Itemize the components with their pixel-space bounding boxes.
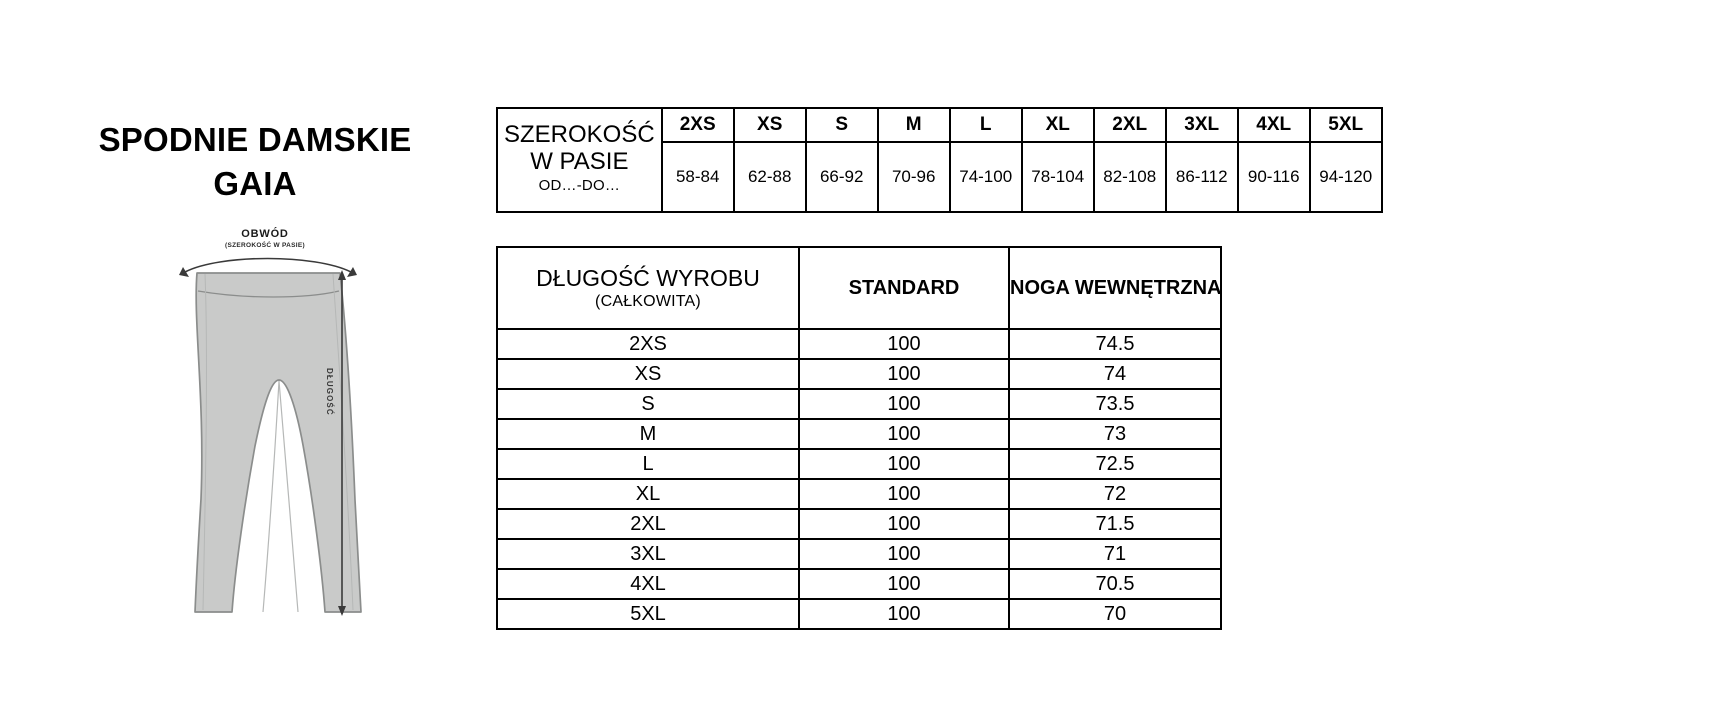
row-inner-leg-xs: 74 bbox=[1008, 358, 1222, 390]
row-standard-m: 100 bbox=[798, 418, 1010, 450]
waist-range-l: 74-100 bbox=[948, 141, 1023, 213]
table-row-width-values: 58-84 62-88 66-92 70-96 74-100 78-104 82… bbox=[497, 141, 1383, 213]
waist-range-4xl: 90-116 bbox=[1236, 141, 1311, 213]
waist-width-label-sub: OD…-DO… bbox=[538, 177, 621, 195]
waist-range-s: 66-92 bbox=[804, 141, 879, 213]
row-standard-5xl: 100 bbox=[798, 598, 1010, 630]
length-measure-label: DŁUGOŚĆ bbox=[325, 368, 334, 416]
table-row: 5XL 100 70 bbox=[496, 598, 1222, 630]
row-inner-leg-4xl: 70.5 bbox=[1008, 568, 1222, 600]
waist-range-3xl: 86-112 bbox=[1164, 141, 1239, 213]
length-header-inner-leg: NOGA WEWNĘTRZNA bbox=[1008, 246, 1222, 330]
size-header-xs: XS bbox=[732, 107, 807, 143]
table-row: 2XS 100 74.5 bbox=[496, 328, 1222, 360]
waist-measure-sublabel: (SZEROKOŚĆ W PASIE) bbox=[225, 242, 305, 249]
table-row: 2XL 100 71.5 bbox=[496, 508, 1222, 540]
row-size-m: M bbox=[496, 418, 800, 450]
length-header-main-text: DŁUGOŚĆ WYROBU bbox=[536, 264, 760, 291]
row-size-4xl: 4XL bbox=[496, 568, 800, 600]
size-header-2xl: 2XL bbox=[1092, 107, 1167, 143]
waist-width-label-second: W PASIE bbox=[530, 147, 629, 175]
length-header-main-sub: (CAŁKOWITA) bbox=[595, 293, 701, 311]
pants-figure: OBWÓD (SZEROKOŚĆ W PASIE) DŁUGOŚĆ bbox=[175, 228, 375, 618]
row-inner-leg-3xl: 71 bbox=[1008, 538, 1222, 570]
size-header-5xl: 5XL bbox=[1308, 107, 1383, 143]
page-title-line-1: SPODNIE DAMSKIE bbox=[98, 121, 412, 158]
row-size-l: L bbox=[496, 448, 800, 480]
length-header-main: DŁUGOŚĆ WYROBU (CAŁKOWITA) bbox=[496, 246, 800, 330]
row-standard-xl: 100 bbox=[798, 478, 1010, 510]
size-header-m: M bbox=[876, 107, 951, 143]
waist-range-2xs: 58-84 bbox=[660, 141, 735, 213]
row-standard-s: 100 bbox=[798, 388, 1010, 420]
table-row: L 100 72.5 bbox=[496, 448, 1222, 480]
row-standard-4xl: 100 bbox=[798, 568, 1010, 600]
table-row: M 100 73 bbox=[496, 418, 1222, 450]
row-size-s: S bbox=[496, 388, 800, 420]
table-row: XS 100 74 bbox=[496, 358, 1222, 390]
row-size-3xl: 3XL bbox=[496, 538, 800, 570]
row-inner-leg-l: 72.5 bbox=[1008, 448, 1222, 480]
table-row: XL 100 72 bbox=[496, 478, 1222, 510]
pants-diagram-icon bbox=[179, 257, 362, 616]
page-title-line-2: GAIA bbox=[213, 164, 297, 202]
waist-range-5xl: 94-120 bbox=[1308, 141, 1383, 213]
size-header-s: S bbox=[804, 107, 879, 143]
row-standard-xs: 100 bbox=[798, 358, 1010, 390]
waist-width-table: SZEROKOŚĆ W PASIE OD…-DO… 2XS XS S M L X… bbox=[496, 107, 1383, 213]
page-title: SPODNIE DAMSKIE GAIA bbox=[40, 118, 470, 205]
size-header-l: L bbox=[948, 107, 1023, 143]
row-inner-leg-m: 73 bbox=[1008, 418, 1222, 450]
row-standard-l: 100 bbox=[798, 448, 1010, 480]
size-header-xl: XL bbox=[1020, 107, 1095, 143]
row-inner-leg-5xl: 70 bbox=[1008, 598, 1222, 630]
waist-range-xl: 78-104 bbox=[1020, 141, 1095, 213]
row-size-xl: XL bbox=[496, 478, 800, 510]
row-inner-leg-xl: 72 bbox=[1008, 478, 1222, 510]
waist-range-m: 70-96 bbox=[876, 141, 951, 213]
waist-measure-label: OBWÓD bbox=[241, 228, 289, 240]
waist-range-xs: 62-88 bbox=[732, 141, 807, 213]
row-inner-leg-2xs: 74.5 bbox=[1008, 328, 1222, 360]
row-standard-2xl: 100 bbox=[798, 508, 1010, 540]
row-size-xs: XS bbox=[496, 358, 800, 390]
size-header-4xl: 4XL bbox=[1236, 107, 1311, 143]
waist-width-label-main: SZEROKOŚĆ bbox=[504, 120, 655, 148]
row-size-5xl: 5XL bbox=[496, 598, 800, 630]
table-row: 3XL 100 71 bbox=[496, 538, 1222, 570]
row-size-2xs: 2XS bbox=[496, 328, 800, 360]
table-row-length-header: DŁUGOŚĆ WYROBU (CAŁKOWITA) STANDARD NOGA… bbox=[496, 246, 1222, 330]
row-standard-2xs: 100 bbox=[798, 328, 1010, 360]
row-standard-3xl: 100 bbox=[798, 538, 1010, 570]
waist-width-row-label: SZEROKOŚĆ W PASIE OD…-DO… bbox=[496, 107, 663, 213]
product-length-table: DŁUGOŚĆ WYROBU (CAŁKOWITA) STANDARD NOGA… bbox=[496, 246, 1222, 630]
size-header-3xl: 3XL bbox=[1164, 107, 1239, 143]
size-header-2xs: 2XS bbox=[660, 107, 735, 143]
table-row: S 100 73.5 bbox=[496, 388, 1222, 420]
row-inner-leg-2xl: 71.5 bbox=[1008, 508, 1222, 540]
row-inner-leg-s: 73.5 bbox=[1008, 388, 1222, 420]
row-size-2xl: 2XL bbox=[496, 508, 800, 540]
waist-range-2xl: 82-108 bbox=[1092, 141, 1167, 213]
table-row: 4XL 100 70.5 bbox=[496, 568, 1222, 600]
table-row-width-header: SZEROKOŚĆ W PASIE OD…-DO… 2XS XS S M L X… bbox=[496, 107, 1383, 213]
product-illustration-panel: SPODNIE DAMSKIE GAIA OBWÓD (SZEROKOŚĆ W … bbox=[0, 0, 492, 716]
length-header-standard: STANDARD bbox=[798, 246, 1010, 330]
